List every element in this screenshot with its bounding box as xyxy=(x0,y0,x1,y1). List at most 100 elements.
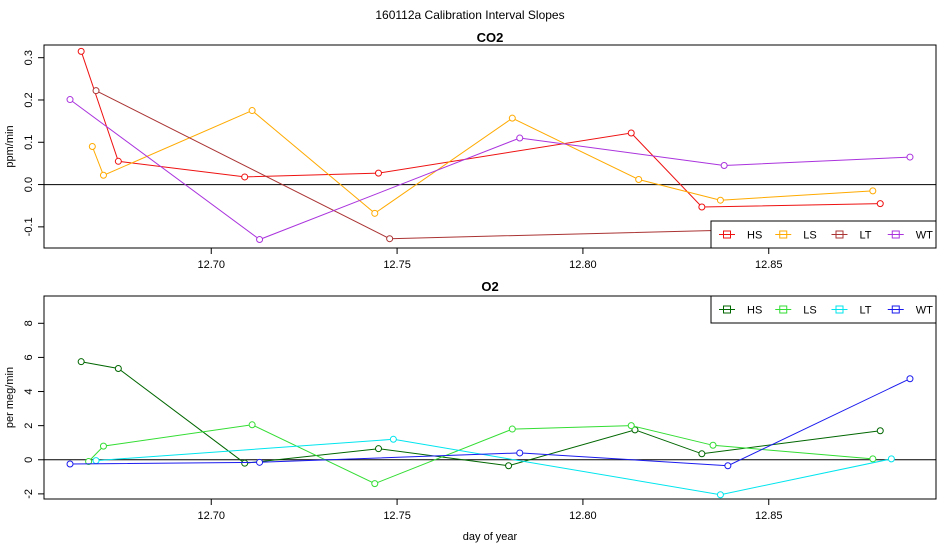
series-line-wt xyxy=(69,378,911,467)
data-point-hs xyxy=(698,450,706,458)
data-point-ls xyxy=(248,421,256,429)
data-point-ls xyxy=(709,441,717,449)
y-tick-label: 0.0 xyxy=(23,177,35,192)
data-point-lt xyxy=(389,435,397,443)
series-line-ls xyxy=(91,110,873,214)
x-tick-label: 12.70 xyxy=(197,510,225,522)
data-point-hs xyxy=(77,47,85,55)
data-point-wt xyxy=(724,462,732,470)
legend-label-hs: HS xyxy=(747,230,762,242)
legend-label-lt: LT xyxy=(860,305,872,317)
data-point-ls xyxy=(88,143,96,150)
data-point-hs xyxy=(375,445,382,453)
series-line-hs xyxy=(80,51,881,208)
data-point-hs xyxy=(114,157,122,165)
data-point-ls xyxy=(371,480,379,488)
series-line-ls xyxy=(88,424,873,485)
data-point-hs xyxy=(375,169,382,177)
x-tick-label: 12.70 xyxy=(197,259,225,271)
data-point-hs xyxy=(505,462,513,470)
legend-label-wt: WT xyxy=(916,230,933,242)
figure-title: 160112a Calibration Interval Slopes xyxy=(375,8,564,22)
data-point-ls xyxy=(508,114,516,122)
data-point-hs xyxy=(77,358,85,366)
x-tick-label: 12.85 xyxy=(755,510,783,522)
plot-frame xyxy=(43,44,937,249)
legend-symbol-ls xyxy=(779,230,788,239)
x-tick-label: 12.80 xyxy=(569,510,597,522)
y-tick-label: 2 xyxy=(23,423,35,429)
data-point-hs xyxy=(241,173,249,181)
data-point-ls xyxy=(869,455,877,463)
data-point-ls xyxy=(371,209,379,217)
data-point-ls xyxy=(99,171,107,179)
x-axis-title: day of year xyxy=(463,531,518,543)
data-point-lt xyxy=(386,235,394,243)
data-point-lt xyxy=(92,457,100,465)
data-point-wt xyxy=(516,449,524,457)
series-line-lt xyxy=(95,438,892,496)
legend-symbol-lt xyxy=(835,305,844,314)
y-tick-label: 6 xyxy=(23,354,35,360)
legend-symbol-wt xyxy=(891,305,900,314)
data-point-hs xyxy=(698,203,706,211)
y-axis-title: per meg/min xyxy=(4,367,16,428)
data-point-hs xyxy=(114,365,122,372)
legend-label-ls: LS xyxy=(803,230,816,242)
data-point-ls xyxy=(635,175,643,183)
co2-panel: CO2 12.70 12.75 12.80 12.85 -0.1 0.0 0.1 0.2 0.3 p… xyxy=(4,30,937,271)
legend-label-lt: LT xyxy=(860,230,872,242)
legend-label-hs: HS xyxy=(747,305,762,317)
legend-symbol-wt xyxy=(891,230,900,239)
data-point-wt xyxy=(516,134,524,142)
data-point-ls xyxy=(248,107,256,115)
data-point-ls xyxy=(508,425,516,433)
legend-symbol-hs xyxy=(723,230,731,239)
data-point-wt xyxy=(256,458,264,466)
y-tick-label: -2 xyxy=(23,489,35,499)
data-point-lt xyxy=(716,491,724,499)
legend-symbol-lt xyxy=(835,230,844,239)
data-point-hs xyxy=(876,427,884,435)
data-point-hs xyxy=(241,459,249,467)
panel-title: O2 xyxy=(481,279,498,294)
y-tick-label: 8 xyxy=(23,320,35,326)
data-point-wt xyxy=(256,236,264,244)
plot-frame xyxy=(43,295,937,500)
data-point-ls xyxy=(627,422,635,430)
data-point-ls xyxy=(99,442,107,450)
legend-label-wt: WT xyxy=(916,305,933,317)
x-tick-label: 12.85 xyxy=(755,259,783,271)
data-point-ls xyxy=(85,457,93,465)
y-axis-title: ppm/min xyxy=(4,125,16,167)
y-tick-label: 0.3 xyxy=(23,50,35,65)
x-tick-label: 12.75 xyxy=(383,259,411,271)
data-point-ls xyxy=(716,196,724,204)
y-tick-label: -0.1 xyxy=(23,217,35,236)
data-point-wt xyxy=(906,375,914,383)
legend-symbol-hs xyxy=(723,305,731,314)
series-line-wt xyxy=(69,99,911,241)
legend-label-ls: LS xyxy=(803,305,816,317)
data-point-wt xyxy=(906,153,914,161)
series-line-hs xyxy=(81,361,881,467)
x-tick-label: 12.80 xyxy=(569,259,597,271)
o2-panel: O2 12.70 12.75 12.80 12.85 -2 0 2 4 6 8 per meg/min… xyxy=(4,279,937,543)
legend-symbol-ls xyxy=(779,305,788,314)
panel-title: CO2 xyxy=(477,30,504,45)
data-point-hs xyxy=(627,129,635,137)
data-point-wt xyxy=(720,162,728,170)
y-tick-label: 0.2 xyxy=(23,92,35,107)
data-point-lt xyxy=(887,455,895,463)
y-tick-label: 4 xyxy=(23,388,35,394)
series-line-lt xyxy=(95,90,725,240)
data-point-wt xyxy=(66,460,74,468)
data-point-wt xyxy=(66,96,74,104)
y-tick-label: 0 xyxy=(23,457,35,463)
y-tick-label: 0.1 xyxy=(23,135,35,150)
data-point-hs xyxy=(876,200,884,208)
data-point-ls xyxy=(869,187,877,195)
x-tick-label: 12.75 xyxy=(383,510,411,522)
data-point-lt xyxy=(92,87,100,95)
